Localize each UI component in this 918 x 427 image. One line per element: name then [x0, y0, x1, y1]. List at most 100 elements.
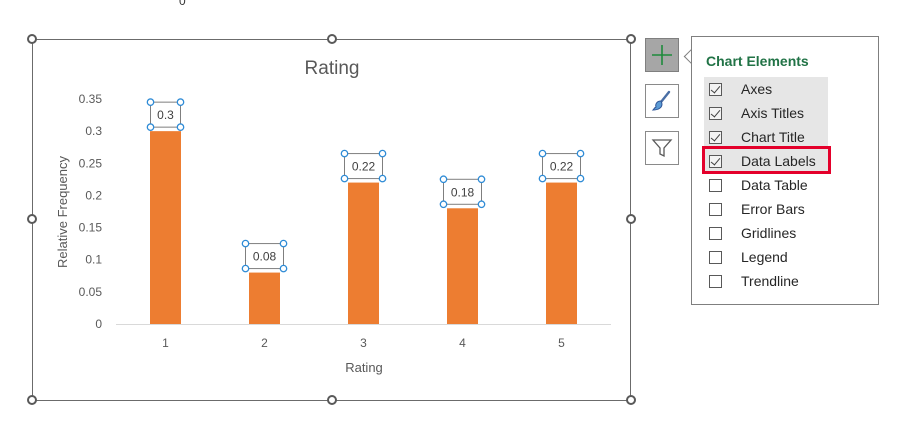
- chart-element-axes[interactable]: Axes: [704, 77, 828, 101]
- data-label-handle: [146, 123, 155, 131]
- bar: [150, 131, 181, 324]
- checkbox[interactable]: [709, 106, 722, 120]
- data-label: 0.3: [157, 108, 174, 122]
- y-tick-label: 0.35: [79, 92, 103, 106]
- data-label-handle: [538, 149, 547, 158]
- chart-plot: Rating00.050.10.150.20.250.30.35Relative…: [55, 58, 611, 375]
- chart-element-legend[interactable]: Legend: [704, 245, 828, 269]
- data-label-handle: [146, 98, 155, 106]
- data-label-handle: [477, 175, 486, 184]
- data-label-handle: [176, 123, 185, 131]
- data-label-handle: [378, 174, 387, 183]
- data-label-box: [344, 153, 383, 180]
- y-tick-label: 0: [95, 317, 102, 331]
- data-label: 0.22: [352, 160, 376, 174]
- x-axis-title: Rating: [345, 360, 383, 375]
- resize-handle-top[interactable]: [327, 34, 337, 44]
- data-label: 0.18: [451, 185, 475, 199]
- panel-title: Chart Elements: [706, 53, 809, 69]
- y-tick-label: 0.3: [85, 124, 102, 138]
- data-label-handle: [241, 239, 250, 248]
- resize-handle-bottom-left[interactable]: [27, 395, 37, 405]
- checkbox[interactable]: [709, 202, 722, 216]
- data-label-handle: [477, 200, 486, 209]
- chart-element-label: Trendline: [741, 273, 799, 289]
- data-label-handle: [241, 264, 250, 273]
- bar: [249, 272, 280, 324]
- checkbox[interactable]: [709, 130, 722, 144]
- checkmark-icon: [710, 106, 721, 118]
- data-label-box: [245, 243, 284, 270]
- stray-zero-text: 0: [179, 0, 186, 8]
- chart-element-trendline[interactable]: Trendline: [704, 269, 828, 293]
- data-label-handle: [279, 239, 288, 248]
- data-label-handle: [340, 149, 349, 158]
- data-label: 0.22: [550, 160, 574, 174]
- x-tick-label: 5: [558, 336, 565, 350]
- chart-element-error-bars[interactable]: Error Bars: [704, 197, 828, 221]
- y-tick-label: 0.05: [79, 285, 103, 299]
- chart-styles-button[interactable]: [645, 84, 679, 118]
- x-tick-label: 2: [261, 336, 268, 350]
- resize-handle-bottom-right[interactable]: [626, 395, 636, 405]
- data-label-handle: [576, 174, 585, 183]
- checkbox[interactable]: [709, 178, 722, 192]
- data-label-box: [443, 178, 482, 205]
- chart-filters-button[interactable]: [645, 131, 679, 165]
- resize-handle-left[interactable]: [27, 214, 37, 224]
- bar: [447, 208, 478, 324]
- data-label-handle: [279, 264, 288, 273]
- data-label-handle: [576, 149, 585, 158]
- checkbox[interactable]: [709, 226, 722, 240]
- data-label: 0.08: [253, 250, 277, 264]
- data-label-box: [542, 153, 581, 180]
- chart-element-label: Axes: [741, 81, 773, 97]
- checkbox[interactable]: [709, 274, 722, 288]
- data-label-handle: [340, 174, 349, 183]
- data-labels-highlight: [702, 146, 831, 174]
- chart-element-data-table[interactable]: Data Table: [704, 173, 828, 197]
- chart-element-data-labels[interactable]: Data Labels: [704, 149, 828, 173]
- y-tick-label: 0.15: [79, 221, 103, 235]
- checkbox[interactable]: [709, 250, 722, 264]
- resize-handle-right[interactable]: [626, 214, 636, 224]
- chart-element-chart-title[interactable]: Chart Title: [704, 125, 828, 149]
- chart-element-label: Axis Titles: [741, 105, 805, 121]
- chart-element-label: Error Bars: [741, 201, 805, 217]
- chart-elements-button[interactable]: [645, 38, 679, 72]
- chart-element-label: Data Labels: [741, 153, 816, 169]
- checkmark-icon: [710, 82, 721, 94]
- chart-elements-list: Axes Axis Titles Chart Title Data Labels Dat…: [704, 77, 828, 293]
- bar: [546, 182, 577, 324]
- data-label-handle: [538, 174, 547, 183]
- chart-elements-panel: Chart Elements Axes Axis Titles Chart Titl…: [691, 36, 879, 305]
- data-label-handle: [439, 175, 448, 184]
- resize-handle-top-left[interactable]: [27, 34, 37, 44]
- plus-icon: [652, 45, 672, 65]
- chart-title: Rating: [305, 58, 360, 79]
- y-axis-title: Relative Frequency: [55, 156, 70, 268]
- y-tick-label: 0.2: [85, 188, 102, 202]
- chart-element-label: Legend: [741, 249, 788, 265]
- resize-handle-bottom[interactable]: [327, 395, 337, 405]
- data-label-handle: [439, 200, 448, 209]
- resize-handle-top-right[interactable]: [626, 34, 636, 44]
- chart-element-label: Chart Title: [741, 129, 805, 145]
- data-label-box: [150, 101, 181, 128]
- chart-element-label: Gridlines: [741, 225, 797, 241]
- data-label-handle: [378, 149, 387, 158]
- chart-element-axis-titles[interactable]: Axis Titles: [704, 101, 828, 125]
- checkbox[interactable]: [709, 154, 722, 168]
- x-tick-label: 4: [459, 336, 466, 350]
- chart-element-label: Data Table: [741, 177, 808, 193]
- brush-icon: [651, 90, 671, 111]
- funnel-icon: [651, 139, 673, 158]
- x-tick-label: 3: [360, 336, 367, 350]
- chart-element-gridlines[interactable]: Gridlines: [704, 221, 828, 245]
- checkmark-icon: [710, 130, 721, 142]
- y-tick-label: 0.25: [79, 156, 103, 170]
- y-tick-label: 0.1: [85, 253, 102, 267]
- data-label-handle: [176, 98, 185, 106]
- checkbox[interactable]: [709, 82, 722, 96]
- bar: [348, 182, 379, 324]
